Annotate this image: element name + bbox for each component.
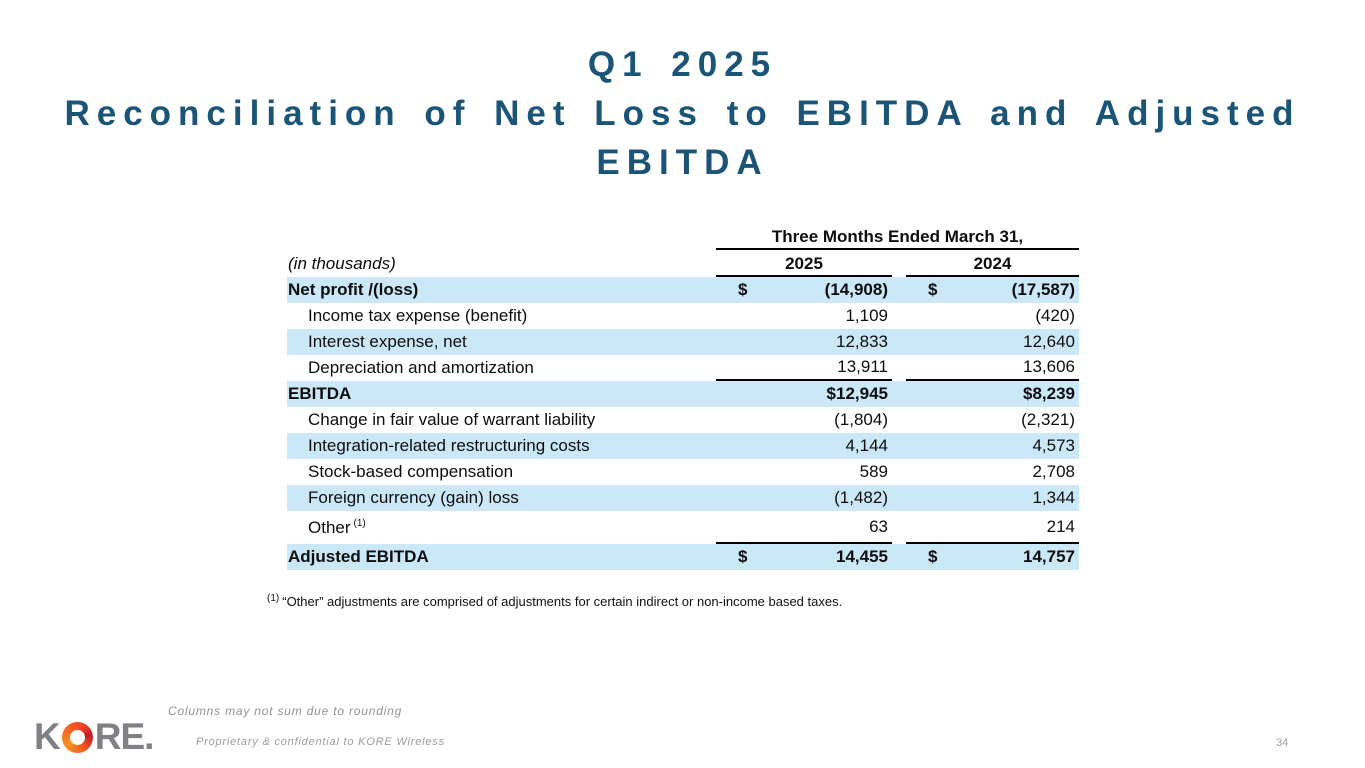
row-label: Integration-related restructuring costs bbox=[308, 436, 590, 455]
slide-title-line-1: Q1 2025 bbox=[587, 45, 778, 84]
value-2024: $8,239 bbox=[1023, 384, 1075, 403]
value-2024: 4,573 bbox=[1032, 436, 1075, 455]
column-header-2024: 2024 bbox=[906, 254, 1079, 277]
value-2024: 1,344 bbox=[1032, 488, 1075, 507]
row-label: Stock-based compensation bbox=[308, 462, 514, 481]
value-2025: (1,804) bbox=[834, 410, 888, 429]
row-label: Foreign currency (gain) loss bbox=[308, 488, 519, 507]
value-2025: 1,109 bbox=[845, 306, 888, 325]
row-label: EBITDA bbox=[288, 384, 352, 403]
dollar-sign: $ bbox=[738, 280, 748, 299]
kore-logo-k: K bbox=[34, 716, 61, 757]
value-2024: 214 bbox=[906, 511, 1079, 544]
dollar-sign: $ bbox=[928, 280, 938, 299]
units-label: (in thousands) bbox=[288, 254, 396, 273]
column-header-2025: 2025 bbox=[716, 254, 892, 277]
value-2024: 13,606 bbox=[906, 355, 1079, 381]
value-2024: 2,708 bbox=[1032, 462, 1075, 481]
slide-title-line-2: Reconciliation of Net Loss to EBITDA and… bbox=[64, 94, 1301, 133]
footnote: (1) “Other” adjustments are comprised of … bbox=[267, 592, 843, 609]
row-label: Change in fair value of warrant liabilit… bbox=[308, 410, 596, 429]
value-2025: 63 bbox=[716, 511, 892, 544]
dollar-sign: $ bbox=[738, 547, 748, 566]
footnote-text: “Other” adjustments are comprised of adj… bbox=[282, 594, 843, 609]
table-group-header-row: Three Months Ended March 31, bbox=[287, 227, 1079, 250]
slide-title: Q1 2025 Reconciliation of Net Loss to EB… bbox=[0, 40, 1365, 187]
value-2025: 589 bbox=[859, 462, 888, 481]
row-warrant-liability: Change in fair value of warrant liabilit… bbox=[287, 407, 1079, 433]
row-other: Other (1) 63 214 bbox=[287, 511, 1079, 544]
row-net-profit: Net profit /(loss) $ (14,908) $ (17,587) bbox=[287, 277, 1079, 303]
value-2024: (2,321) bbox=[1021, 410, 1075, 429]
value-2025: 4,144 bbox=[845, 436, 888, 455]
row-label: Adjusted EBITDA bbox=[288, 547, 429, 566]
group-header: Three Months Ended March 31, bbox=[716, 227, 1079, 250]
row-income-tax: Income tax expense (benefit) 1,109 (420) bbox=[287, 303, 1079, 329]
value-2024: (420) bbox=[1035, 306, 1075, 325]
row-label: Depreciation and amortization bbox=[308, 358, 534, 377]
value-2024: $ (17,587) bbox=[928, 280, 1075, 299]
row-adjusted-ebitda: Adjusted EBITDA $14,455 $14,757 bbox=[287, 544, 1079, 570]
footnote-marker: (1) bbox=[267, 592, 280, 604]
row-label: Net profit /(loss) bbox=[288, 280, 419, 299]
row-interest-expense: Interest expense, net 12,833 12,640 bbox=[287, 329, 1079, 355]
kore-logo-o-icon bbox=[61, 721, 93, 753]
row-depreciation: Depreciation and amortization 13,911 13,… bbox=[287, 355, 1079, 381]
value-2025: $ (14,908) bbox=[738, 280, 888, 299]
row-ebitda: EBITDA $12,945 $8,239 bbox=[287, 381, 1079, 407]
value-2024: 12,640 bbox=[1023, 332, 1075, 351]
confidentiality-notice: Proprietary & confidential to KORE Wirel… bbox=[196, 736, 445, 748]
footnote-marker: (1) bbox=[353, 517, 366, 529]
row-label: Other (1) bbox=[308, 517, 366, 537]
value-2025: 13,911 bbox=[716, 355, 892, 381]
slide-title-line-3: EBITDA bbox=[596, 143, 769, 182]
reconciliation-table: Three Months Ended March 31, (in thousan… bbox=[287, 227, 1079, 570]
dollar-sign: $ bbox=[928, 547, 938, 566]
value-2025: $14,455 bbox=[738, 547, 888, 566]
row-label: Interest expense, net bbox=[308, 332, 467, 351]
rounding-disclaimer: Columns may not sum due to rounding bbox=[168, 704, 403, 718]
value-2025: $12,945 bbox=[826, 384, 888, 403]
page-number: 34 bbox=[1276, 737, 1289, 749]
value-2024: $14,757 bbox=[928, 547, 1075, 566]
value-2025: 12,833 bbox=[836, 332, 888, 351]
row-label: Income tax expense (benefit) bbox=[308, 306, 528, 325]
kore-logo: K RE. bbox=[34, 716, 155, 758]
row-restructuring-costs: Integration-related restructuring costs … bbox=[287, 433, 1079, 459]
table-column-header-row: (in thousands) 2025 2024 bbox=[287, 250, 1079, 277]
value-2025: (1,482) bbox=[834, 488, 888, 507]
row-stock-compensation: Stock-based compensation 589 2,708 bbox=[287, 459, 1079, 485]
kore-logo-re: RE. bbox=[94, 716, 155, 757]
row-foreign-currency: Foreign currency (gain) loss (1,482) 1,3… bbox=[287, 485, 1079, 511]
